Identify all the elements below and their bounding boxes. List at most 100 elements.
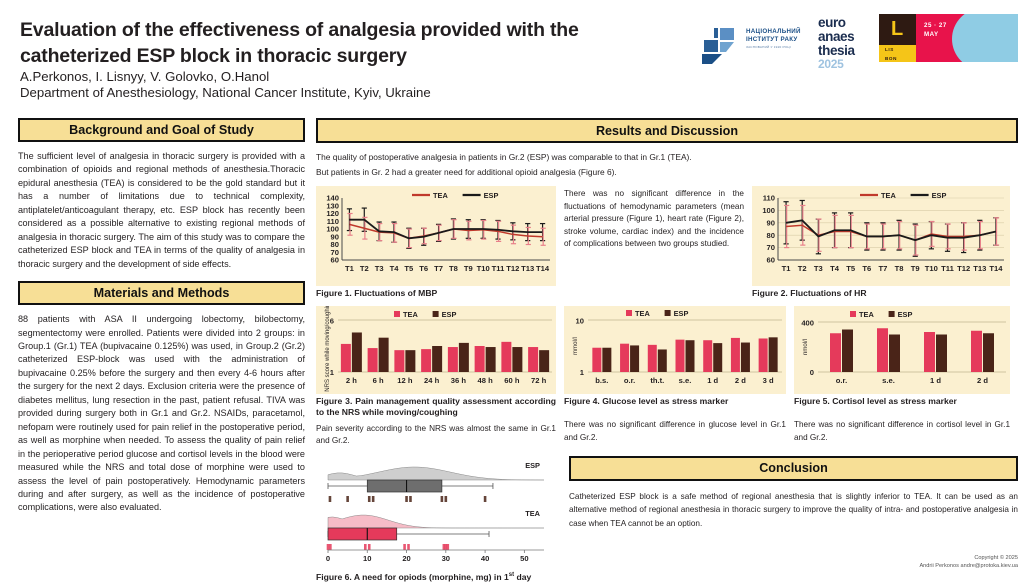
svg-text:T6: T6	[419, 264, 428, 273]
figure5-chart: 400 0 nmol/l o.r. s.e. 1 d 2 d TEA ESP	[801, 310, 1006, 385]
svg-text:36 h: 36 h	[451, 376, 467, 385]
svg-text:1 d: 1 d	[930, 376, 941, 385]
nci-logo-line3: ЗАСНОВАНИЙ У 1920 РОЦІ	[746, 45, 791, 49]
svg-text:2 d: 2 d	[735, 376, 746, 385]
svg-text:T4: T4	[830, 264, 840, 273]
svg-text:T14: T14	[536, 264, 550, 273]
nci-logo-line2: ІНСТИТУТ РАКУ	[746, 36, 798, 43]
euro-logo-year: 2025	[818, 57, 844, 72]
svg-text:T10: T10	[477, 264, 490, 273]
svg-text:2 d: 2 d	[977, 376, 988, 385]
svg-text:0: 0	[326, 554, 330, 563]
results-intro-line1: The quality of postoperative analgesia i…	[316, 152, 692, 162]
svg-text:110: 110	[327, 217, 339, 226]
poster-header: Evaluation of the effectiveness of analg…	[0, 0, 1024, 110]
svg-text:T3: T3	[375, 264, 384, 273]
svg-text:140: 140	[326, 194, 339, 203]
figure2-caption: Figure 2. Fluctuations of HR	[752, 288, 867, 299]
svg-text:T4: T4	[390, 264, 400, 273]
background-section-heading: Background and Goal of Study	[18, 118, 305, 142]
svg-text:6 h: 6 h	[373, 376, 384, 385]
svg-text:T8: T8	[449, 264, 458, 273]
svg-text:60 h: 60 h	[504, 376, 520, 385]
figure3-caption: Figure 3. Pain management quality assess…	[316, 395, 556, 418]
figure5-block: 400 0 nmol/l o.r. s.e. 1 d 2 d TEA ESP Figure 5.…	[794, 305, 1010, 445]
svg-text:T6: T6	[862, 264, 871, 273]
figure5-caption: Figure 5. Cortisol level as stress marke…	[794, 395, 957, 406]
svg-text:50: 50	[520, 554, 528, 563]
page-title: Evaluation of the effectiveness of analg…	[20, 19, 579, 67]
hemodynamics-text: There was no significant difference in t…	[564, 189, 744, 249]
svg-text:ESP: ESP	[932, 191, 947, 200]
svg-text:T13: T13	[973, 264, 986, 273]
svg-text:24 h: 24 h	[424, 376, 440, 385]
figure3-panel: 6 1 NRS score while moving/coughing 2 h 6 h 1…	[316, 300, 556, 394]
glucose-text: There was no significant difference in g…	[564, 420, 786, 442]
svg-text:60: 60	[331, 256, 339, 265]
lisbon-blue-shape	[952, 14, 1018, 62]
author-list: A.Perkonos, I. Lisnyy, V. Golovko, O.Han…	[20, 69, 270, 84]
svg-text:90: 90	[331, 233, 339, 242]
affiliation: Department of Anesthesiology, National C…	[20, 85, 431, 100]
svg-text:1 d: 1 d	[707, 376, 718, 385]
figure6-block: ESP TEA 0 10 20 30 40 50 Figure 6. A need for o…	[316, 456, 556, 583]
results-section-heading: Results and Discussion	[316, 118, 1018, 143]
conclusion-text: Catheterized ESP block is a safe method …	[569, 491, 1018, 528]
copyright-line1: Copyright © 2025	[974, 554, 1018, 561]
svg-text:T11: T11	[492, 264, 505, 273]
svg-text:ESP: ESP	[442, 310, 457, 319]
svg-text:12 h: 12 h	[397, 376, 413, 385]
right-column: Results and Discussion The quality of po…	[316, 118, 1018, 583]
euro-logo-word3: thesia	[818, 42, 855, 58]
figure4-chart: 10 1 mmol/l b.s. o.r. th.t. s.e. 1 d 2 d 3 d TEA ES…	[573, 309, 782, 385]
svg-text:s.e.: s.e.	[882, 376, 895, 385]
figure4-caption: Figure 4. Glucose level as stress marker	[564, 395, 729, 406]
nci-emblem-icon	[702, 28, 734, 64]
svg-text:T8: T8	[895, 264, 904, 273]
svg-text:ESP: ESP	[674, 309, 689, 318]
euro-logo-word1: euro	[818, 15, 846, 30]
svg-text:T5: T5	[404, 264, 414, 273]
svg-text:s.e.: s.e.	[679, 376, 692, 385]
figure1-caption: Figure 1. Fluctuations of MBP	[316, 288, 438, 299]
lisbon-dark-block	[879, 14, 916, 45]
svg-text:T10: T10	[925, 264, 938, 273]
national-cancer-institute-logo: НАЦІОНАЛЬНИЙ ІНСТИТУТ РАКУ ЗАСНОВАНИЙ У …	[700, 22, 820, 66]
hemodynamics-text-block: There was no significant difference in t…	[564, 186, 744, 250]
svg-text:T11: T11	[941, 264, 954, 273]
svg-text:400: 400	[801, 318, 814, 327]
euroanaesthesia-logo: euro anaes thesia 2025	[818, 16, 888, 71]
svg-text:mmol/l: mmol/l	[573, 337, 579, 355]
svg-text:20: 20	[402, 554, 410, 563]
svg-text:TEA: TEA	[881, 191, 896, 200]
lisbon-city-block: LIS BON	[879, 45, 916, 62]
svg-text:80: 80	[331, 240, 339, 249]
svg-text:100: 100	[326, 225, 339, 234]
svg-text:110: 110	[763, 194, 775, 203]
lisbon-letter-l: L	[891, 18, 904, 40]
lisbon-city-line2: BON	[885, 55, 898, 61]
svg-text:90: 90	[767, 219, 775, 228]
svg-text:1: 1	[580, 368, 585, 377]
svg-text:130: 130	[326, 202, 339, 211]
background-section-text: The sufficient level of analgesia in tho…	[18, 151, 305, 269]
svg-text:3 d: 3 d	[763, 376, 774, 385]
figure4-block: 10 1 mmol/l b.s. o.r. th.t. s.e. 1 d 2 d 3 d TEA ES…	[564, 305, 786, 445]
nci-logo-line1: НАЦІОНАЛЬНИЙ	[746, 28, 801, 35]
left-column: Background and Goal of Study The suffici…	[18, 118, 305, 515]
svg-text:60: 60	[767, 256, 775, 265]
svg-text:TEA: TEA	[635, 309, 650, 318]
svg-text:ESP: ESP	[525, 461, 540, 470]
figure2-panel: 110 100 90 80 70 60 T1 T2 T3 T4 T5 T6 T7 T8 T9 T10 T11 T1…	[752, 186, 1010, 287]
svg-text:TEA: TEA	[525, 509, 540, 518]
svg-text:120: 120	[326, 209, 339, 218]
figure6-caption: Figure 6. A need for opiods (morphine, m…	[316, 571, 532, 582]
svg-text:1: 1	[330, 368, 335, 377]
lisbon-date: 25 · 27 MAY	[924, 21, 947, 40]
copyright-line2: Andrii Perkonos andre@protoka.kiev.ua	[919, 563, 1018, 570]
svg-text:72 h: 72 h	[531, 376, 547, 385]
svg-text:TEA: TEA	[403, 310, 418, 319]
lisbon-date-days: 25 · 27	[924, 22, 947, 29]
